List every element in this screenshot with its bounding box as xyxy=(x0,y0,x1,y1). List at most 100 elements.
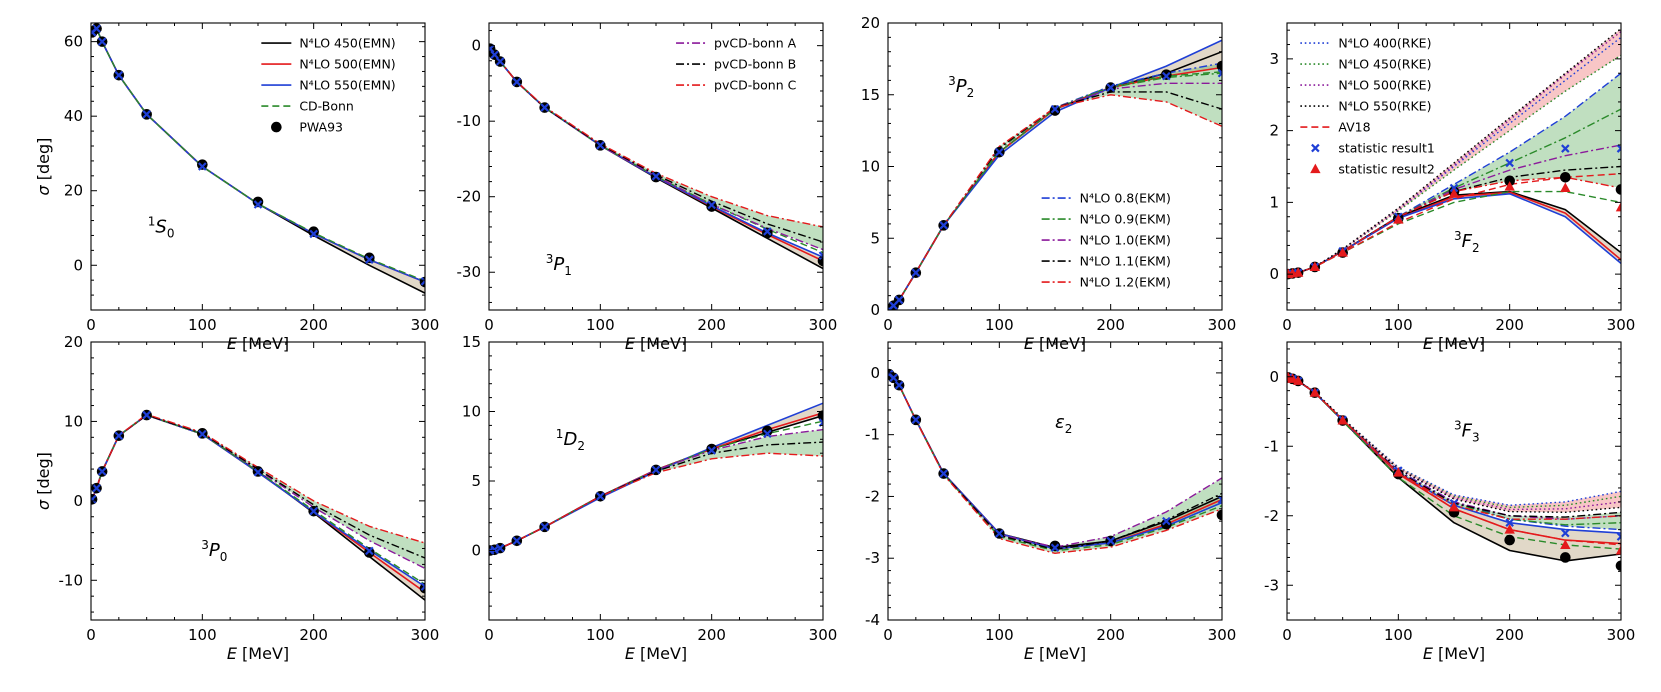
y-tick-label: 5 xyxy=(471,472,481,490)
y-tick-label: -1 xyxy=(1264,437,1279,455)
x-tick-label: 100 xyxy=(1384,316,1413,334)
data-point xyxy=(763,429,772,439)
band-ekm xyxy=(1287,73,1621,275)
data-point xyxy=(114,70,124,80)
series-line xyxy=(1287,376,1621,509)
data-point xyxy=(1560,171,1571,183)
data-point xyxy=(97,467,107,476)
x-tick-label: 100 xyxy=(586,316,615,334)
y-tick-label: -3 xyxy=(1264,576,1279,594)
data-point xyxy=(651,172,661,181)
data-point xyxy=(1050,104,1060,114)
series-line xyxy=(888,372,1222,550)
data-point xyxy=(253,200,263,209)
data-point xyxy=(1615,201,1621,212)
x-tick-label: 300 xyxy=(1208,316,1237,334)
data-point xyxy=(364,547,375,558)
data-point xyxy=(707,200,716,210)
x-tick-label: 200 xyxy=(299,626,328,644)
data-point xyxy=(309,506,318,516)
data-point xyxy=(1162,71,1171,81)
data-point xyxy=(1561,528,1570,538)
y-tick-label: -4 xyxy=(865,611,880,629)
data-point xyxy=(1616,144,1621,153)
x-tick-label: 0 xyxy=(883,626,893,644)
panel-title: 1D2 xyxy=(556,427,585,453)
band-emn xyxy=(489,45,823,269)
plot-area xyxy=(888,368,1222,554)
y-tick-label: 60 xyxy=(64,33,83,51)
data-point xyxy=(762,425,773,437)
data-point xyxy=(1106,536,1115,546)
legend: N⁴LO 0.8(EKM) N⁴LO 0.9(EKM) N⁴LO 1.0(EKM) N… xyxy=(1041,191,1171,290)
data-point xyxy=(420,277,425,286)
legend-label: N⁴LO 400(RKE) xyxy=(1338,36,1431,51)
legend-label: N⁴LO 0.9(EKM) xyxy=(1080,212,1171,227)
plot-area xyxy=(91,23,425,294)
y-axis-label: σ [deg] xyxy=(34,138,53,196)
y-tick-label: 10 xyxy=(861,158,880,176)
y-tick-label: 20 xyxy=(861,14,880,32)
y-tick-label: 15 xyxy=(861,86,880,104)
x-tick-label: 0 xyxy=(484,626,494,644)
plot-area xyxy=(91,409,425,601)
data-point xyxy=(818,251,823,260)
x-tick-label: 200 xyxy=(1495,626,1524,644)
x-tick-label: 300 xyxy=(411,626,440,644)
y-tick-label: 15 xyxy=(462,333,481,351)
x-tick-label: 200 xyxy=(1096,316,1125,334)
legend-label: N⁴LO 450(EMN) xyxy=(299,36,395,51)
band-ekm xyxy=(489,429,823,551)
x-tick-label: 200 xyxy=(697,626,726,644)
data-point xyxy=(889,373,898,383)
series-line xyxy=(489,441,823,552)
data-point xyxy=(420,582,425,591)
legend-label: CD-Bonn xyxy=(299,99,354,114)
data-point xyxy=(707,446,716,455)
data-point xyxy=(1504,181,1515,191)
data-point xyxy=(1504,524,1515,534)
x-axis-label: E [MeV] xyxy=(1024,334,1086,353)
panel-title: 3P2 xyxy=(948,74,974,100)
series-line xyxy=(489,45,823,243)
x-axis-label: E [MeV] xyxy=(227,334,289,353)
x-tick-label: 0 xyxy=(1282,316,1292,334)
panel-1D2: 0 100 200 300 0 5 10 15 E [MeV] 1D2 xyxy=(462,333,837,663)
x-tick-label: 100 xyxy=(1384,626,1413,644)
series-line xyxy=(1287,376,1621,506)
legend-label: PWA93 xyxy=(299,120,343,135)
data-point xyxy=(540,522,549,532)
data-point xyxy=(1615,545,1621,555)
axes-frame xyxy=(488,341,824,621)
plot-area xyxy=(1287,371,1621,572)
data-point xyxy=(198,429,207,439)
data-point xyxy=(1505,518,1514,527)
data-point xyxy=(596,141,605,150)
y-axis-label: σ [deg] xyxy=(34,452,53,510)
legend-label: N⁴LO 550(EMN) xyxy=(299,78,395,93)
legend-label: pvCD-bonn C xyxy=(714,78,797,93)
data-point xyxy=(495,543,505,553)
data-point xyxy=(1393,467,1404,477)
x-tick-label: 200 xyxy=(1495,316,1524,334)
x-tick-label: 0 xyxy=(86,626,96,644)
axes-frame xyxy=(887,341,1223,621)
legend-label: pvCD-bonn A xyxy=(714,36,797,51)
x-tick-label: 0 xyxy=(1282,626,1292,644)
y-tick-label: -3 xyxy=(865,549,880,567)
panel-eps2: 0 100 200 300 0 -1 -2 -3 -4 E [MeV] ε2 xyxy=(865,341,1236,663)
data-point xyxy=(512,536,522,546)
y-tick-label: 20 xyxy=(64,182,83,200)
data-point xyxy=(495,57,505,66)
series-line xyxy=(489,45,823,228)
legend-label: N⁴LO 0.8(EKM) xyxy=(1080,191,1171,206)
y-tick-label: 2 xyxy=(1269,122,1279,140)
data-point xyxy=(1504,175,1515,187)
data-point xyxy=(512,77,522,87)
x-tick-label: 0 xyxy=(484,316,494,334)
panel-title: 3P1 xyxy=(546,252,572,278)
data-point xyxy=(1216,509,1222,521)
data-point xyxy=(92,483,101,493)
panel-title: 3F2 xyxy=(1454,229,1480,255)
data-point xyxy=(1161,518,1172,530)
